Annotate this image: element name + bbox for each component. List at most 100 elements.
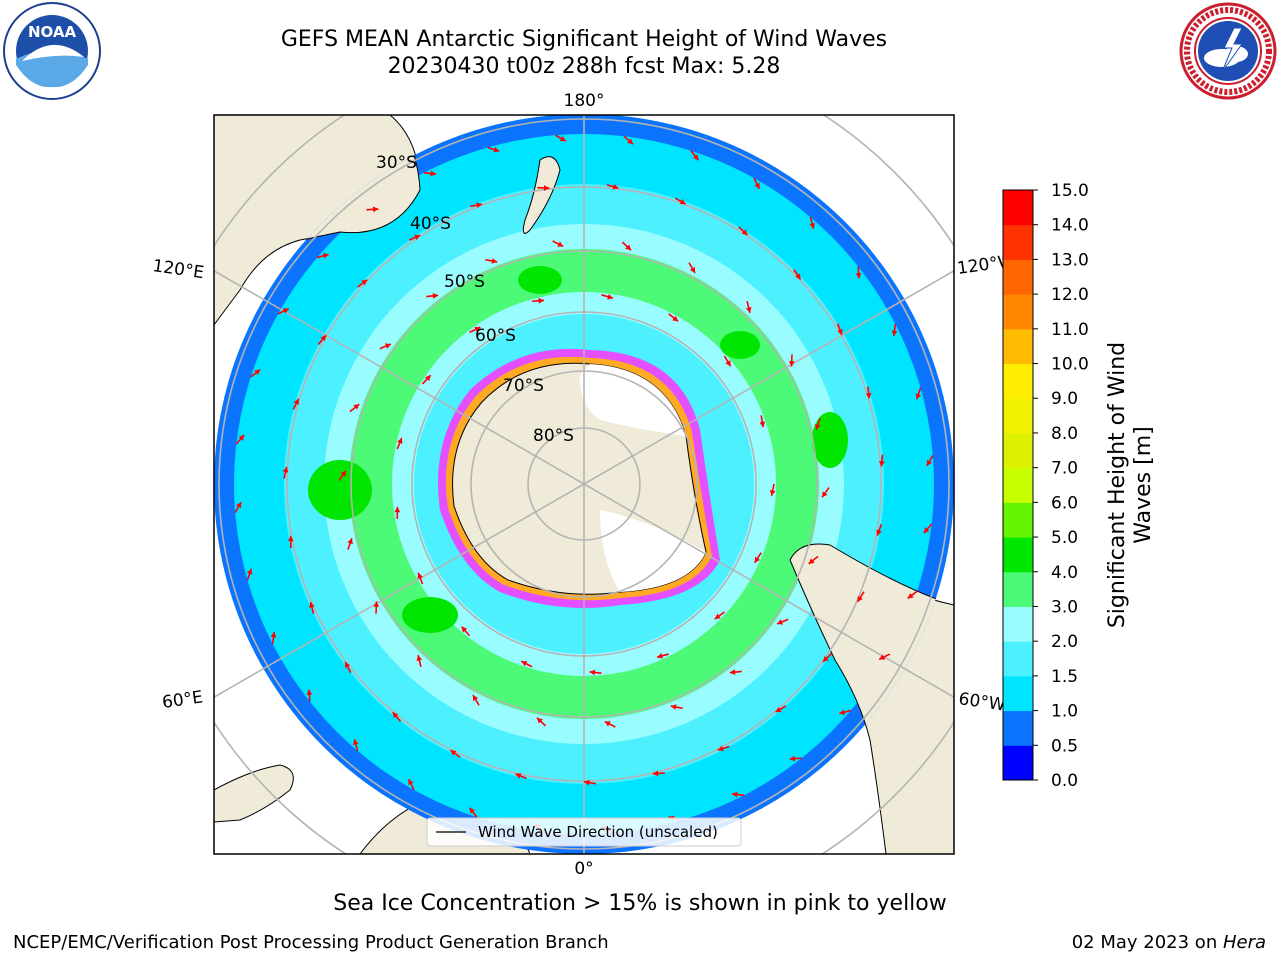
wave-arrow-head [287, 535, 294, 542]
colorbar-tick-label: 13.0 [1051, 250, 1089, 270]
nws-logo [1179, 2, 1277, 100]
wave-arrow-head [474, 326, 481, 333]
wave-arrow-head [559, 136, 566, 142]
wave-arrow-head [857, 595, 863, 602]
wave-arrow-head [725, 360, 731, 367]
map-frame [213, 114, 955, 855]
wave-arrow-head [309, 602, 315, 608]
colorbar-segment [1003, 675, 1033, 712]
lat-label-70s: 70°S [503, 376, 544, 396]
sea-ice-caption: Sea Ice Concentration > 15% is shown in … [333, 891, 947, 916]
wave-arrow-head [926, 459, 932, 466]
lat-label-80s: 80°S [533, 426, 574, 446]
wave-arrow-head [543, 185, 550, 191]
wave-arrow-head [612, 183, 619, 190]
lon-label-0: 0° [574, 859, 593, 879]
wave-arrow-head [394, 506, 401, 513]
wave-arrow-head [491, 258, 498, 264]
legend-label: Wind Wave Direction (unscaled) [478, 823, 718, 841]
colorbar-tick-label: 9.0 [1051, 389, 1078, 409]
wave-arrow-head [741, 229, 748, 236]
wave-arrow-head [476, 202, 483, 208]
colorbar-tick-label: 7.0 [1051, 459, 1078, 479]
wave-arrow-head [879, 654, 886, 660]
wave-arrow-head [754, 556, 760, 563]
wave-arrow-head [717, 745, 724, 752]
wave-arrow-head [822, 491, 828, 498]
colorbar-segment [1003, 502, 1033, 538]
colorbar-label-line1: Significant Height of Wind [1105, 342, 1130, 628]
lon-label-60w: 60°W [957, 689, 1006, 715]
wave-arrow-head [450, 750, 457, 756]
wave-arrow-head [472, 695, 479, 702]
wave-arrow-head [627, 138, 634, 145]
wave-arrow-head [469, 807, 476, 814]
wave-arrow-head [340, 470, 346, 477]
wave-arrow-head [352, 739, 359, 746]
wave-arrow-head [584, 779, 590, 786]
wave-arrow-head [461, 626, 468, 633]
colorbar-segment [1003, 224, 1033, 260]
colorbar-tick-label: 12.0 [1051, 285, 1089, 305]
date-stamp: 02 May 2023 on Hera [1072, 932, 1266, 953]
wave-arrow-head [254, 369, 261, 376]
wind-wave-arrows [234, 134, 934, 834]
wave-arrow-head [557, 241, 564, 247]
wave-arrow-head [282, 308, 289, 314]
colorbar-segment [1003, 745, 1033, 781]
wave-arrow-head [731, 791, 738, 798]
colorbar-segment [1003, 398, 1033, 434]
noaa-logo: NOAA [3, 2, 101, 100]
wave-arrow-head [789, 755, 796, 762]
lon-label-60e: 60°E [161, 687, 204, 712]
graticule [214, 115, 954, 854]
colorbar: 0.0 0.5 1.0 1.5 2.0 3.0 4.0 5.0 6.0 7.0 8.0 9.0 10.0… [1002, 181, 1089, 791]
wave-arrow-head [815, 423, 821, 430]
colorbar-tick-label: 3.0 [1051, 597, 1078, 617]
wave-arrow-head [855, 272, 862, 279]
wave-arrow-head [809, 222, 816, 229]
colorbar-frame [1002, 189, 1034, 781]
wave-arrow-head [373, 601, 380, 607]
lat-label-40s: 40°S [410, 214, 451, 234]
wave-arrow-head [769, 490, 776, 496]
chart-subtitle: 20230430 t00z 288h fcst Max: 5.28 [387, 54, 781, 79]
ice-shelf [579, 364, 686, 436]
wave-arrow-head [589, 669, 596, 676]
wave-arrow-head [392, 712, 399, 719]
wave-arrow-head [408, 779, 414, 786]
wave-arrow-head [238, 434, 245, 441]
colorbar-label-line2: Waves [m] [1131, 426, 1156, 543]
wave-arrow-head [521, 661, 528, 667]
wave-arrow-head [923, 527, 930, 534]
map-legend: Wind Wave Direction (unscaled) [426, 817, 742, 847]
colorbar-segment [1003, 606, 1033, 642]
wave-arrow-head [808, 558, 815, 564]
colorbar-tick-label: 1.5 [1051, 667, 1078, 687]
colorbar-tick-label: 5.0 [1051, 528, 1078, 548]
wave-arrow-head [822, 656, 829, 662]
wave-arrow-head [493, 146, 500, 153]
wave-arrow-head [775, 706, 782, 713]
wave-arrow-head [729, 669, 736, 675]
wave-arrow-head [236, 502, 242, 509]
wave-arrow-head [754, 182, 760, 189]
wave-arrow-head [353, 404, 360, 410]
wave-arrow-head [891, 330, 898, 337]
lat-label-50s: 50°S [444, 272, 485, 292]
wave-arrow-head [424, 375, 431, 382]
wave-arrow-head [679, 198, 686, 205]
ice-shelf [600, 510, 706, 592]
lon-label-180: 180° [564, 91, 605, 111]
wave-arrow-head [361, 279, 368, 286]
colorbar-segment [1003, 294, 1033, 330]
machine-name: Hera [1222, 932, 1266, 953]
wave-arrow-head [414, 234, 421, 241]
wave-arrow-head [282, 466, 289, 473]
wave-arrow-head [876, 529, 882, 536]
wave-arrow-head [670, 704, 677, 710]
wave-arrow-head [839, 709, 846, 716]
wave-arrow-head [652, 770, 659, 777]
colorbar-tick-label: 8.0 [1051, 424, 1078, 444]
wave-arrow-head [397, 437, 403, 444]
